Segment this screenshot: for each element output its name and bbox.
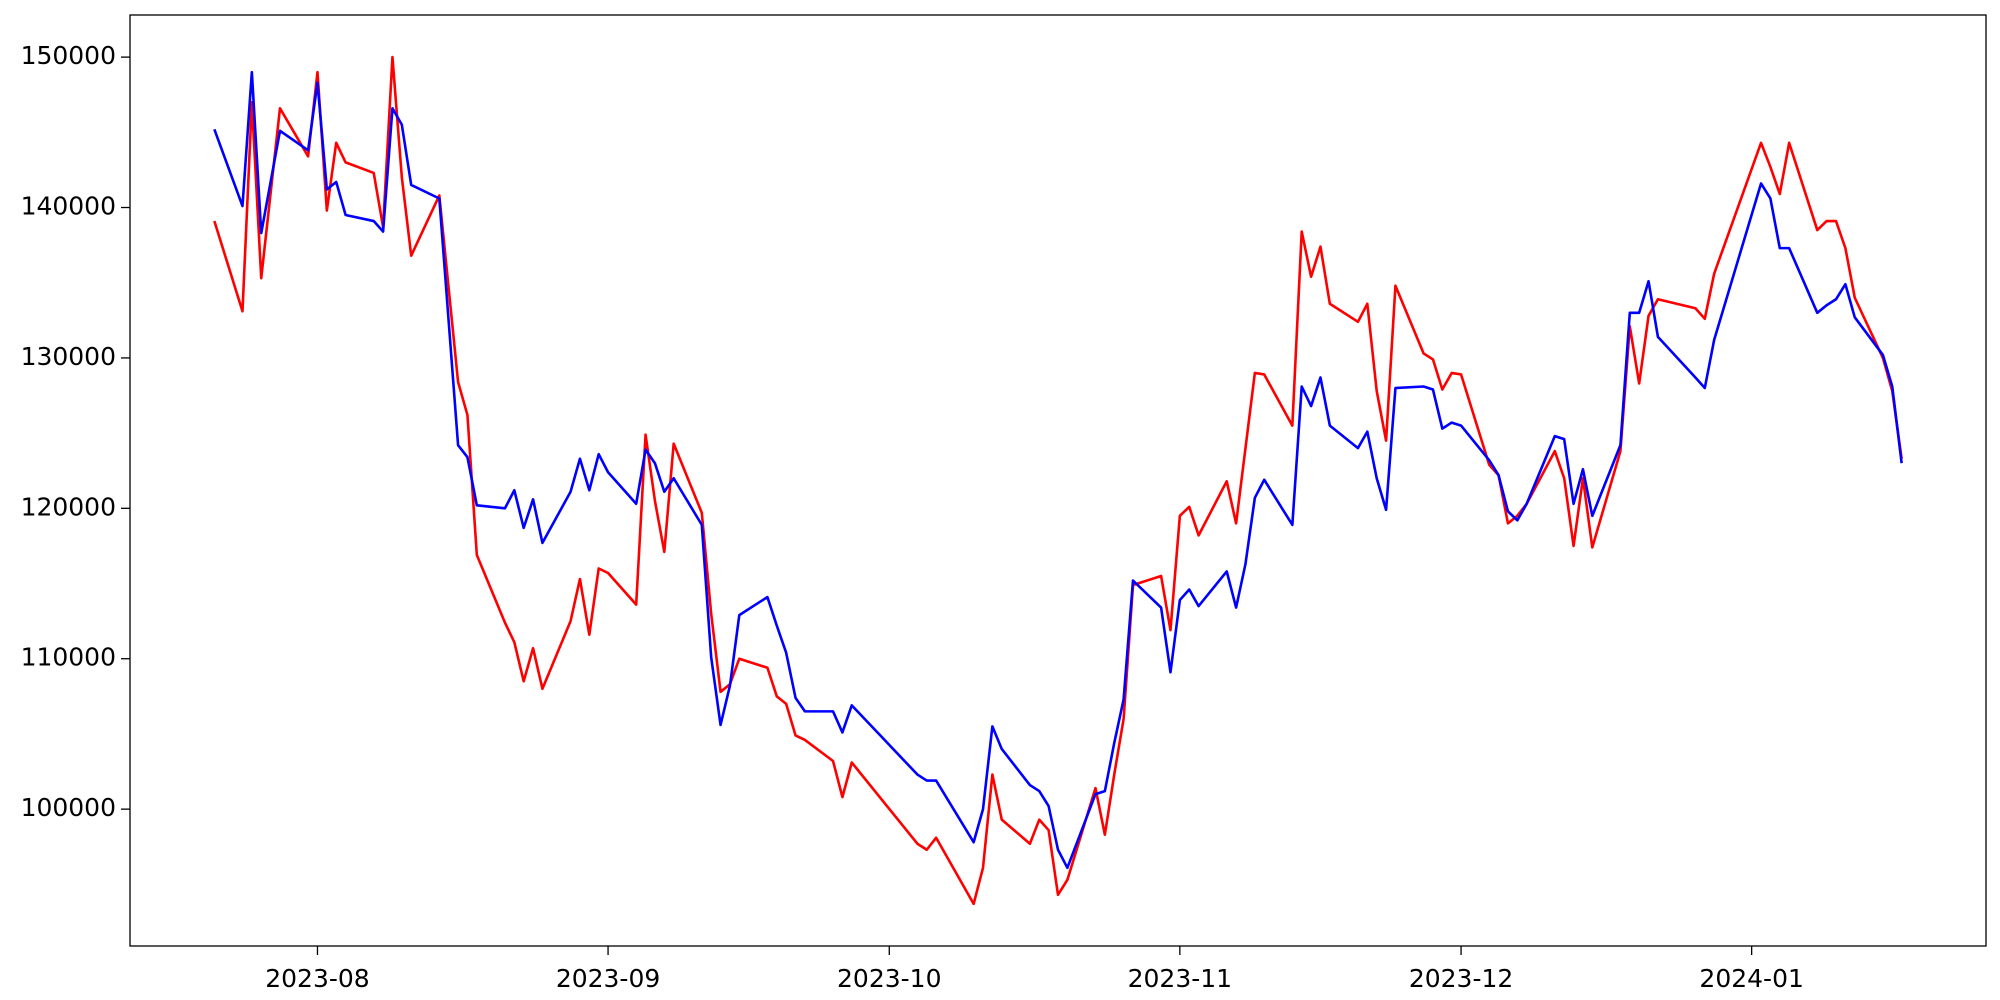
y-tick-label: 130000 (21, 342, 116, 371)
plot-frame (129, 14, 1987, 947)
line-series (213, 55, 1903, 906)
x-tick-label: 2023-12 (1409, 964, 1513, 993)
x-tick-label: 2023-08 (265, 964, 369, 993)
y-tick-label: 120000 (21, 492, 116, 521)
x-tick-label: 2023-11 (1128, 964, 1232, 993)
y-tick-label: 100000 (21, 793, 116, 822)
y-tick-label: 150000 (21, 41, 116, 70)
x-tick-label: 2024-01 (1699, 964, 1803, 993)
x-tick-label: 2023-09 (556, 964, 660, 993)
y-tick-label: 140000 (21, 192, 116, 221)
y-tick-label: 110000 (21, 643, 116, 672)
x-tick-label: 2023-10 (837, 964, 941, 993)
line-series (213, 70, 1903, 870)
